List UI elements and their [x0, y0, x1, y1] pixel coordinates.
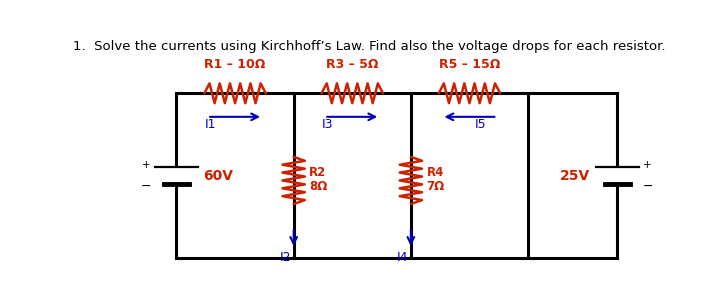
Text: R3 – 5Ω: R3 – 5Ω [326, 58, 379, 71]
Text: +: + [142, 160, 150, 170]
Text: 7Ω: 7Ω [426, 180, 445, 193]
Text: −: − [643, 180, 654, 193]
Text: 1.  Solve the currents using Kirchhoff’s Law. Find also the voltage drops for ea: 1. Solve the currents using Kirchhoff’s … [73, 40, 665, 53]
Text: 60V: 60V [203, 169, 233, 183]
Text: −: − [140, 180, 150, 193]
Text: +: + [643, 160, 652, 170]
Text: R5 – 15Ω: R5 – 15Ω [438, 58, 500, 71]
Text: I2: I2 [279, 251, 291, 264]
Text: R2: R2 [310, 166, 327, 179]
Text: 8Ω: 8Ω [310, 180, 328, 193]
Text: I5: I5 [475, 118, 487, 131]
Text: R4: R4 [426, 166, 444, 179]
Text: 25V: 25V [560, 169, 590, 183]
Text: I4: I4 [397, 251, 408, 264]
Text: I3: I3 [322, 118, 333, 131]
Text: I1: I1 [204, 118, 216, 131]
Text: R1 – 10Ω: R1 – 10Ω [204, 58, 266, 71]
